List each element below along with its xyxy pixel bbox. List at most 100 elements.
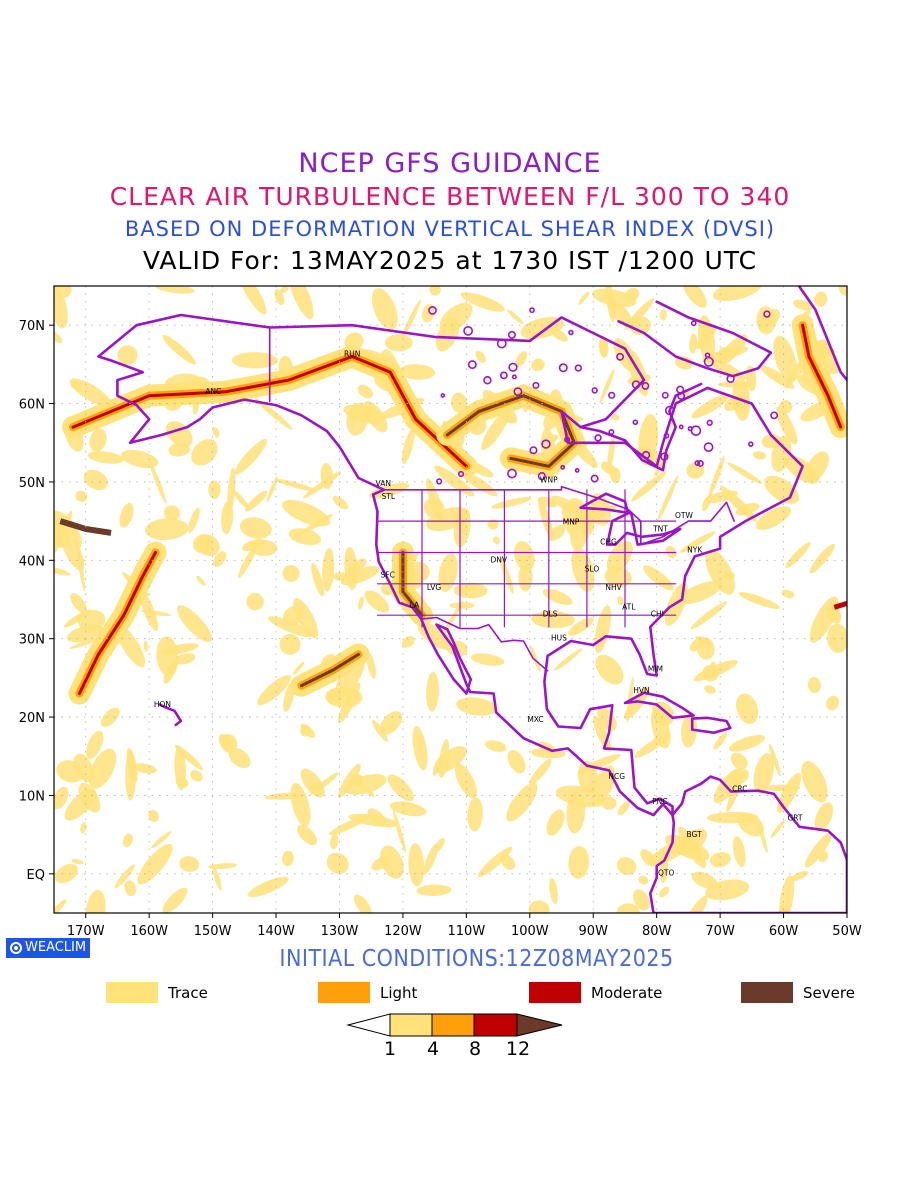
trace-patch: [638, 875, 649, 885]
trace-patch: [827, 623, 847, 653]
lake-outline: [499, 371, 508, 380]
trace-patch: [624, 287, 640, 302]
trace-patch: [76, 543, 86, 592]
trace-patch: [758, 309, 781, 331]
lat-label: 30N: [19, 633, 45, 648]
lake-outline: [436, 478, 443, 485]
trace-patch: [429, 286, 441, 296]
trace-patch: [266, 476, 278, 503]
trace-patch: [231, 352, 278, 369]
colorbar-high-arrow: [516, 1013, 563, 1037]
trace-patch: [329, 833, 339, 850]
lake-outline: [770, 411, 779, 420]
trace-patch: [212, 426, 220, 438]
station-label: LA: [410, 600, 420, 609]
trace-patch: [162, 334, 197, 365]
station-label: RUN: [344, 350, 360, 359]
trace-patch: [257, 674, 292, 706]
trace-patch: [434, 465, 475, 497]
trace-patch: [616, 903, 640, 913]
lake-outline: [558, 363, 568, 373]
trace-patch: [606, 540, 633, 574]
trace-patch: [179, 856, 200, 872]
lake-outline: [568, 329, 574, 336]
trace-patch: [598, 335, 609, 358]
trace-patch: [274, 289, 285, 306]
station-label: ANC: [205, 387, 221, 396]
colorbar-tick-4: 4: [426, 1038, 440, 1060]
trace-patch: [364, 590, 390, 613]
trace-patch: [477, 846, 513, 878]
trace-patch: [704, 490, 739, 504]
legend-swatch-trace: [106, 982, 158, 1003]
trace-patch: [515, 351, 528, 367]
trace-patch: [401, 428, 415, 465]
trace-patch: [300, 768, 325, 798]
trace-patch: [288, 528, 322, 546]
station-label: ATL: [622, 603, 636, 612]
trace-patch: [322, 547, 335, 592]
lake-outline: [560, 464, 566, 470]
trace-patch: [282, 499, 331, 527]
legend-swatch-light: [318, 982, 370, 1003]
trace-patch: [83, 469, 108, 491]
station-label: HON: [154, 700, 171, 709]
lake-outline: [507, 468, 517, 479]
trace-patch: [239, 286, 267, 315]
south-america-coast: [649, 775, 847, 913]
trace-patch: [506, 782, 538, 822]
trace-patch: [279, 633, 301, 655]
lon-label: 50W: [832, 924, 862, 939]
lon-label: 80W: [642, 924, 672, 939]
trace-patch: [190, 770, 203, 782]
lake-outline: [703, 356, 714, 367]
trace-patch: [280, 286, 289, 293]
trace-patch: [254, 397, 293, 430]
trace-patch: [807, 677, 821, 694]
lake-outline: [483, 376, 492, 385]
lon-label: 110W: [448, 924, 486, 939]
initial-conditions: INITIAL CONDITIONS:12Z08MAY2025: [279, 946, 674, 972]
trace-patch: [701, 495, 712, 512]
jet-band-core: [801, 323, 843, 429]
trace-patch: [163, 505, 181, 521]
trace-patch: [234, 438, 267, 475]
trace-patch: [239, 517, 272, 539]
trace-patch: [343, 404, 385, 424]
trace-patch: [689, 333, 698, 354]
trace-patch: [231, 489, 250, 510]
trace-patch: [617, 595, 624, 606]
station-label: WNP: [540, 476, 558, 485]
colorbar-tick-1: 1: [383, 1038, 397, 1060]
station-label: HUS: [551, 633, 567, 642]
lake-outline: [507, 330, 516, 339]
trace-patch: [333, 572, 348, 581]
trace-patch: [730, 752, 748, 770]
trace-patch: [713, 732, 728, 750]
trace-patch: [691, 393, 730, 419]
trace-patch: [247, 876, 289, 898]
legend-label-trace: Trace: [168, 983, 208, 1002]
trace-patch: [617, 800, 630, 816]
lake-outline: [663, 432, 670, 439]
lake-outline: [529, 446, 538, 455]
trace-patch: [268, 616, 314, 638]
baffin-coast: [617, 300, 773, 378]
lat-label: 60N: [19, 398, 45, 413]
trace-patch: [237, 544, 258, 579]
trace-patch: [85, 889, 106, 913]
station-label: CHI: [651, 610, 664, 619]
trace-patch: [55, 863, 78, 884]
lon-label: 150W: [194, 924, 232, 939]
trace-patch: [288, 286, 314, 320]
lake-outline: [664, 405, 675, 416]
lon-label: 60W: [769, 924, 799, 939]
trace-patch: [500, 854, 516, 870]
trace-patch: [578, 291, 590, 305]
trace-patch: [208, 480, 221, 500]
us-canada-border: [383, 485, 735, 546]
trace-patch: [143, 640, 148, 652]
trace-patch: [384, 334, 413, 352]
lake-outline: [574, 364, 582, 372]
trace-patch: [657, 475, 679, 521]
